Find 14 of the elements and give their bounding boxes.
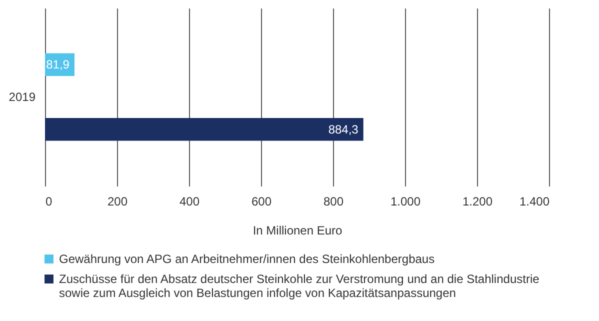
x-tick-label: 1.400 <box>519 194 550 208</box>
x-tick-label: 800 <box>323 194 344 208</box>
x-tick-label: 400 <box>179 194 200 208</box>
x-tick-label: 200 <box>107 194 128 208</box>
y-tick-label: 2019 <box>8 90 36 104</box>
x-tick-label: 0 <box>46 194 52 208</box>
data-label: 81,9 <box>46 58 70 72</box>
x-axis-title: In Millionen Euro <box>252 224 343 238</box>
x-tick-label: 600 <box>251 194 272 208</box>
data-label: 884,3 <box>328 122 359 136</box>
x-tick-label: 1.200 <box>462 194 493 208</box>
x-tick-label: 1.000 <box>390 194 421 208</box>
legend-label: Zuschüsse für den Absatz deutscher Steinkohle zur Verstromung und an die Stahlindustrie sowie zum Ausgleich von Belastungen infolge von Kapazitätsanpassungen <box>59 272 540 300</box>
legend-label: Gewährung von APG an Arbeitnehmer/innen des Steinkohlenbergbaus <box>59 252 435 266</box>
